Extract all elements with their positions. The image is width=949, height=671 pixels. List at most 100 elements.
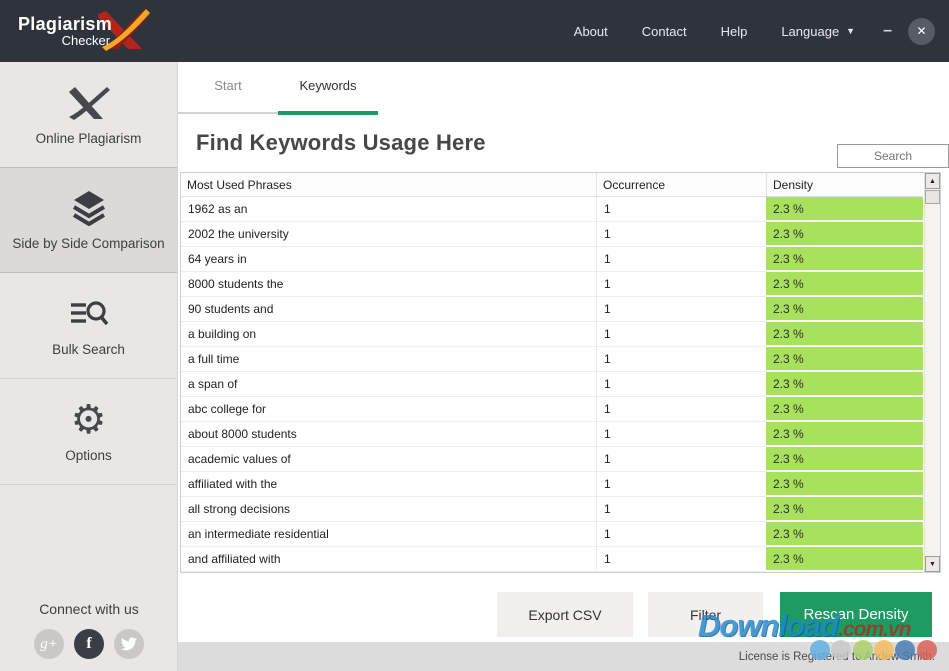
close-icon: ✕ bbox=[916, 24, 927, 38]
sidebar-item-label: Bulk Search bbox=[52, 341, 125, 357]
table-row[interactable]: academic values of 1 2.3 % bbox=[181, 447, 923, 472]
occurrence-cell: 1 bbox=[596, 472, 766, 497]
density-cell: 2.3 % bbox=[766, 272, 923, 297]
occurrence-cell: 1 bbox=[596, 272, 766, 297]
table-row[interactable]: a full time 1 2.3 % bbox=[181, 347, 923, 372]
tab-keywords-active-underline bbox=[278, 111, 378, 115]
tab-start-underline bbox=[178, 112, 278, 114]
density-cell: 2.3 % bbox=[766, 322, 923, 347]
table-row[interactable]: affiliated with the 1 2.3 % bbox=[181, 472, 923, 497]
status-bar: License is Registered to Andew Smith. bbox=[178, 642, 949, 671]
facebook-icon[interactable]: f bbox=[74, 629, 104, 659]
tab-start[interactable]: Start bbox=[214, 78, 242, 93]
table-row[interactable]: 64 years in 1 2.3 % bbox=[181, 247, 923, 272]
phrase-cell: 2002 the university bbox=[181, 222, 596, 247]
table-row[interactable]: 8000 students the 1 2.3 % bbox=[181, 272, 923, 297]
density-cell: 2.3 % bbox=[766, 197, 923, 222]
table-row[interactable]: 1962 as an 1 2.3 % bbox=[181, 197, 923, 222]
phrase-cell: a full time bbox=[181, 347, 596, 372]
menu-contact[interactable]: Contact bbox=[641, 23, 687, 39]
density-cell: 2.3 % bbox=[766, 547, 923, 572]
chevron-down-icon: ▼ bbox=[846, 26, 856, 36]
menu-about[interactable]: About bbox=[573, 23, 608, 39]
license-status-text: License is Registered to Andew Smith. bbox=[738, 650, 935, 663]
titlebar-menu: About Contact Help Language ▼ bbox=[574, 24, 855, 39]
scroll-up-icon[interactable]: ▲ bbox=[925, 173, 940, 189]
main-content: Start Keywords Find Keywords Usage Here … bbox=[178, 62, 949, 671]
list-search-icon bbox=[69, 295, 109, 333]
phrase-cell: an intermediate residential bbox=[181, 522, 596, 547]
occurrence-cell: 1 bbox=[596, 397, 766, 422]
phrase-cell: 64 years in bbox=[181, 247, 596, 272]
export-csv-button[interactable]: Export CSV bbox=[497, 592, 633, 637]
layers-icon bbox=[70, 189, 108, 227]
rescan-density-button[interactable]: Rescan Density bbox=[780, 592, 932, 637]
close-button[interactable]: ✕ bbox=[908, 17, 935, 45]
sidebar-item-label: Side by Side Comparison bbox=[12, 236, 165, 251]
page-title: Find Keywords Usage Here bbox=[196, 130, 486, 155]
occurrence-cell: 1 bbox=[596, 222, 766, 247]
density-cell: 2.3 % bbox=[766, 472, 923, 497]
density-cell: 2.3 % bbox=[766, 422, 923, 447]
sidebar-item-options[interactable]: ⚙ Options bbox=[0, 379, 177, 485]
table-scrollbar[interactable]: ▲ ▼ bbox=[924, 173, 940, 572]
phrase-cell: a span of bbox=[181, 372, 596, 397]
density-cell: 2.3 % bbox=[766, 447, 923, 472]
table-row[interactable]: and affiliated with 1 2.3 % bbox=[181, 547, 923, 572]
titlebar: Plagiarism Checker About Contact Help La… bbox=[0, 0, 949, 62]
sidebar: Online Plagiarism Side by Side Compariso… bbox=[0, 62, 178, 671]
google-plus-icon[interactable]: g+ bbox=[34, 629, 64, 659]
occurrence-cell: 1 bbox=[596, 447, 766, 472]
tab-bar: Start Keywords bbox=[178, 62, 949, 115]
occurrence-cell: 1 bbox=[596, 247, 766, 272]
phrase-cell: 8000 students the bbox=[181, 272, 596, 297]
phrase-cell: about 8000 students bbox=[181, 422, 596, 447]
search-input[interactable] bbox=[837, 144, 949, 168]
table-row[interactable]: 2002 the university 1 2.3 % bbox=[181, 222, 923, 247]
gear-icon: ⚙ bbox=[70, 396, 107, 443]
menu-help[interactable]: Help bbox=[720, 23, 748, 39]
filter-button[interactable]: Filter bbox=[648, 592, 763, 637]
occurrence-cell: 1 bbox=[596, 297, 766, 322]
app-logo: Plagiarism Checker bbox=[18, 5, 151, 58]
table-header: Most Used Phrases Occurrence Density bbox=[181, 173, 923, 197]
phrase-cell: and affiliated with bbox=[181, 547, 596, 572]
sidebar-item-bulk-search[interactable]: Bulk Search bbox=[0, 273, 177, 379]
column-header-density[interactable]: Density bbox=[766, 173, 923, 196]
sidebar-item-online-plagiarism[interactable]: Online Plagiarism bbox=[0, 62, 177, 168]
menu-language[interactable]: Language ▼ bbox=[781, 24, 855, 39]
tab-keywords[interactable]: Keywords bbox=[299, 78, 357, 93]
occurrence-cell: 1 bbox=[596, 497, 766, 522]
sidebar-item-label: Online Plagiarism bbox=[35, 130, 142, 146]
phrase-cell: affiliated with the bbox=[181, 472, 596, 497]
phrase-cell: a building on bbox=[181, 322, 596, 347]
table-row[interactable]: about 8000 students 1 2.3 % bbox=[181, 422, 923, 447]
density-cell: 2.3 % bbox=[766, 397, 923, 422]
table-row[interactable]: 90 students and 1 2.3 % bbox=[181, 297, 923, 322]
density-cell: 2.3 % bbox=[766, 497, 923, 522]
x-logo-icon bbox=[67, 84, 111, 122]
occurrence-cell: 1 bbox=[596, 197, 766, 222]
density-cell: 2.3 % bbox=[766, 347, 923, 372]
sidebar-item-side-by-side[interactable]: Side by Side Comparison bbox=[0, 167, 177, 273]
phrase-cell: 90 students and bbox=[181, 297, 596, 322]
column-header-occurrence[interactable]: Occurrence bbox=[596, 173, 766, 196]
table-row[interactable]: a span of 1 2.3 % bbox=[181, 372, 923, 397]
table-row[interactable]: all strong decisions 1 2.3 % bbox=[181, 497, 923, 522]
twitter-icon[interactable] bbox=[114, 629, 144, 659]
table-row[interactable]: abc college for 1 2.3 % bbox=[181, 397, 923, 422]
density-cell: 2.3 % bbox=[766, 247, 923, 272]
table-row[interactable]: an intermediate residential 1 2.3 % bbox=[181, 522, 923, 547]
table-row[interactable]: a building on 1 2.3 % bbox=[181, 322, 923, 347]
column-header-phrases[interactable]: Most Used Phrases bbox=[187, 178, 292, 192]
brand-x-icon bbox=[96, 7, 151, 58]
phrase-cell: all strong decisions bbox=[181, 497, 596, 522]
minimize-button[interactable]: – bbox=[883, 22, 892, 39]
phrase-cell: 1962 as an bbox=[181, 197, 596, 222]
scroll-down-icon[interactable]: ▼ bbox=[925, 556, 940, 572]
action-bar: Export CSV Filter Rescan Density bbox=[178, 592, 949, 637]
connect-section: Connect with us g+ f bbox=[0, 601, 178, 659]
density-cell: 2.3 % bbox=[766, 522, 923, 547]
scrollbar-thumb[interactable] bbox=[925, 190, 940, 204]
menu-language-label: Language bbox=[781, 23, 840, 39]
